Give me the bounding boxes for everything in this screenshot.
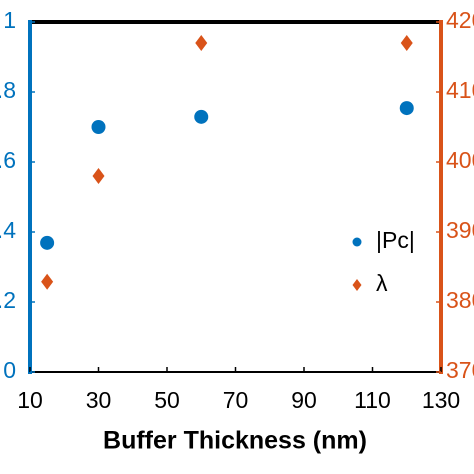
point	[92, 168, 105, 184]
legend-label: λ	[376, 270, 388, 296]
x-tick-label: 70	[223, 387, 249, 413]
point	[195, 35, 208, 51]
legend-marker	[352, 279, 362, 291]
x-axis-label: Buffer Thickness (nm)	[103, 427, 367, 455]
y2-tick-label: 420	[446, 7, 474, 33]
x-tick-label: 110	[354, 387, 391, 413]
x-tick-label: 30	[86, 387, 112, 413]
y2-tick-label: 390	[446, 217, 474, 243]
y-tick-label: 0.8	[0, 77, 16, 103]
x-tick-label: 130	[422, 387, 460, 413]
legend-label: |Pc|	[376, 227, 415, 253]
x-tick-label: 50	[154, 387, 180, 413]
y-tick-label: 0.6	[0, 147, 16, 173]
point	[40, 235, 55, 250]
y2-tick-label: 380	[446, 287, 474, 313]
legend-marker	[352, 237, 362, 247]
point	[91, 120, 106, 134]
y-tick-label: 1	[3, 7, 16, 33]
point	[400, 35, 413, 51]
y2-tick-label: 410	[446, 77, 474, 103]
y2-tick-label: 370	[446, 357, 474, 383]
point	[399, 101, 414, 116]
point	[41, 273, 54, 290]
x-tick-label: 90	[291, 387, 317, 413]
point	[194, 109, 209, 124]
x-tick-label: 10	[17, 387, 43, 413]
y-tick-label: 0.2	[0, 287, 16, 313]
y-tick-label: 0.4	[0, 217, 16, 243]
y-tick-label: 0	[3, 357, 16, 383]
y2-tick-label: 400	[446, 147, 474, 173]
